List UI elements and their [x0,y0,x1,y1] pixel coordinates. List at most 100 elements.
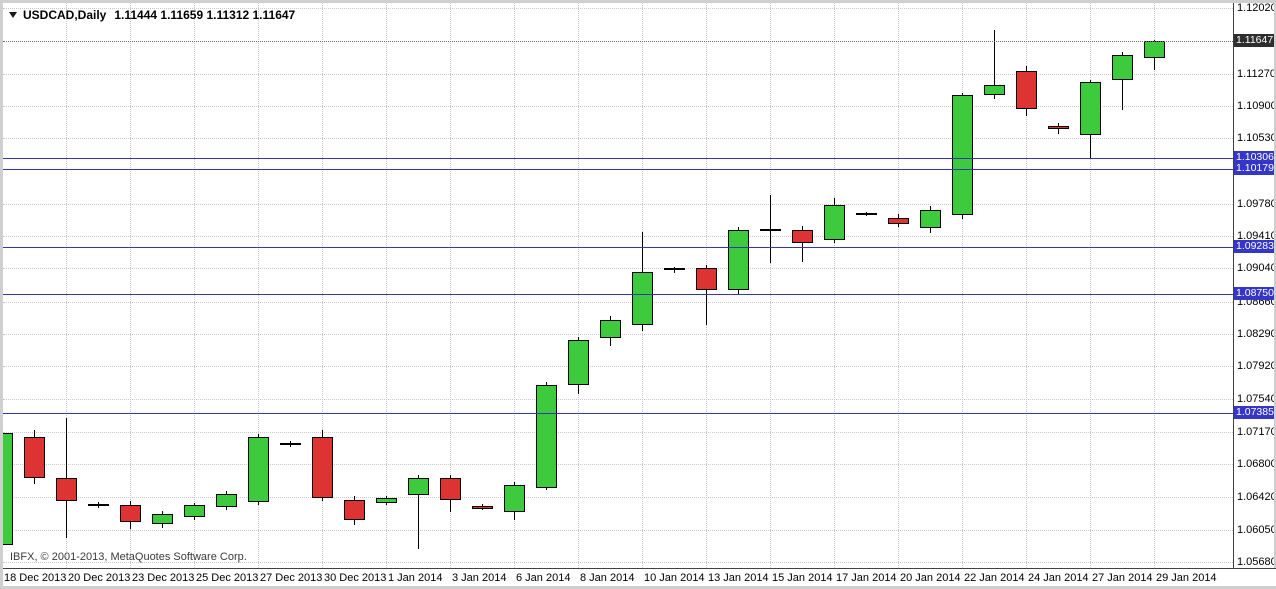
candle-body-bull [408,478,429,495]
price-label: 1.11270 [1237,68,1274,80]
date-label: 18 Dec 2013 [4,572,67,584]
candle-body-bear [888,218,909,224]
candle-body-bear [56,478,77,501]
grid-vline [386,3,387,568]
candle-body-bull [664,268,685,270]
price-label: 1.10900 [1237,100,1274,112]
date-label: 8 Jan 2014 [580,572,635,584]
candle-body-bull [824,205,845,240]
grid-hline [3,530,1233,531]
price-label: 1.06050 [1237,524,1274,536]
level-price-badge: 1.07385 [1234,406,1274,419]
grid-hline [3,204,1233,205]
price-label: 1.07170 [1237,426,1274,438]
grid-vline [450,3,451,568]
candle-body-bull [984,85,1005,95]
date-label: 17 Jan 2014 [836,572,897,584]
candle-body-bull [920,210,941,228]
price-label: 1.07540 [1237,393,1274,405]
level-price-badge: 1.08750 [1234,287,1274,300]
date-label: 6 Jan 2014 [516,572,571,584]
grid-hline [3,236,1233,237]
date-label: 15 Jan 2014 [772,572,833,584]
candle-body-bull [504,485,525,512]
horizontal-level-line [3,158,1233,159]
candle-wick [418,475,419,549]
grid-vline [962,3,963,568]
horizontal-level-line [3,294,1233,295]
grid-hline [3,8,1233,9]
horizontal-level-line [3,247,1233,248]
candle-body-bear [696,268,717,290]
grid-hline [3,432,1233,433]
price-label: 1.05680 [1237,556,1274,568]
grid-hline [3,464,1233,465]
candle-body-bull [248,437,269,502]
grid-vline [1154,3,1155,568]
date-label: 10 Jan 2014 [644,572,705,584]
date-label: 13 Jan 2014 [708,572,769,584]
candle-body-bull [280,443,301,445]
chart-dropdown-arrow-icon[interactable] [9,12,17,18]
candle-body-bull [3,433,13,545]
level-price-badge: 1.10306 [1234,151,1274,164]
candle-body-bull [600,320,621,338]
price-label: 1.09410 [1237,230,1274,242]
candle-wick [706,265,707,325]
candle-body-bull [760,229,781,231]
horizontal-level-line [3,169,1233,170]
grid-hline [3,302,1233,303]
candle-body-bull [1144,41,1165,58]
price-label: 1.10530 [1237,132,1274,144]
bid-price-line [3,41,1233,42]
candle-body-bear [1016,71,1037,109]
grid-hline [3,74,1233,75]
date-label: 20 Dec 2013 [68,572,131,584]
date-label: 25 Dec 2013 [196,572,259,584]
grid-vline [834,3,835,568]
grid-hline [3,497,1233,498]
bid-price-badge: 1.11647 [1234,34,1274,47]
candle-wick [1122,52,1123,110]
candle-body-bull [376,498,397,503]
grid-vline [1090,3,1091,568]
date-label: 27 Dec 2013 [260,572,323,584]
candle-body-bull [536,385,557,488]
grid-vline [194,3,195,568]
grid-vline [770,3,771,568]
horizontal-level-line [3,413,1233,414]
candle-wick [674,267,675,273]
candle-body-bear [440,478,461,500]
symbol-timeframe-label: USDCAD,Daily [23,8,107,22]
grid-hline [3,366,1233,367]
grid-vline [66,3,67,568]
candle-body-bull [152,514,173,524]
price-axis[interactable]: 1.12020 1.11270 1.10900 1.10530 1.09780 1.094… [1233,3,1274,568]
time-axis[interactable]: 18 Dec 2013 20 Dec 2013 23 Dec 2013 25 Dec … [3,568,1276,586]
candle-body-bear [1048,126,1069,129]
date-label: 23 Dec 2013 [132,572,195,584]
date-label: 20 Jan 2014 [900,572,961,584]
price-label: 1.08290 [1237,328,1274,340]
candle-body-bear [24,437,45,478]
candle-body-bull [1112,55,1133,80]
candle-wick [994,30,995,99]
candle-body-bull [184,505,205,517]
price-label: 1.06800 [1237,458,1274,470]
ohlc-values-label: 1.11444 1.11659 1.11312 1.11647 [114,8,296,22]
price-label: 1.12020 [1237,3,1274,14]
candle-body-bull [216,494,237,507]
level-price-badge: 1.09283 [1234,240,1274,253]
grid-vline [130,3,131,568]
grid-hline [3,138,1233,139]
date-label: 29 Jan 2014 [1156,572,1217,584]
candle-body-bull [632,272,653,325]
chart-plot-area[interactable]: USDCAD,Daily 1.11444 1.11659 1.11312 1.1… [3,3,1233,568]
date-label: 30 Dec 2013 [324,572,387,584]
copyright-label: IBFX, © 2001-2013, MetaQuotes Software C… [10,551,247,563]
price-label: 1.09040 [1237,262,1274,274]
date-label: 24 Jan 2014 [1028,572,1089,584]
level-price-badge: 1.10179 [1234,162,1274,175]
price-label: 1.07920 [1237,360,1274,372]
